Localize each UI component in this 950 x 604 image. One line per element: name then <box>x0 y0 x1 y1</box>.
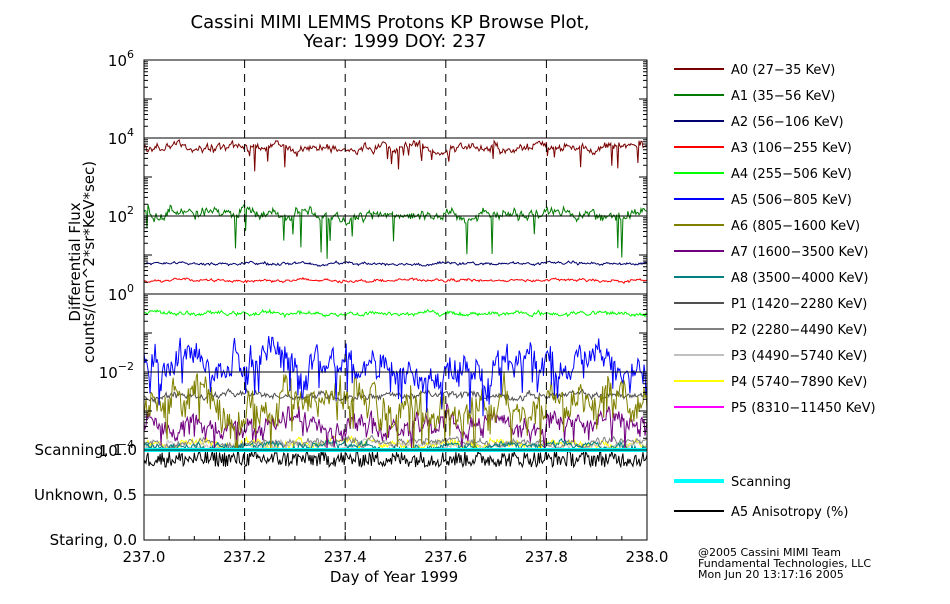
chart-title-line1: Cassini MIMI LEMMS Protons KP Browse Plo… <box>191 12 590 33</box>
upper-panel-frame <box>143 59 648 451</box>
legend-label: A7 (1600−3500 KeV) <box>731 245 868 260</box>
legend-label: A6 (805−1600 KeV) <box>731 219 860 234</box>
series-line-a3 <box>143 276 648 285</box>
lower-panel-label: Staring, 0.0 <box>50 531 137 549</box>
y-tick-label: 106 <box>108 48 134 70</box>
footer-company: Fundamental Technologies, LLC <box>698 557 871 570</box>
trace-layer <box>143 138 648 469</box>
series-line-a1 <box>143 204 648 259</box>
series-line-a6 <box>143 371 648 451</box>
y-tick-label: 102 <box>108 204 134 226</box>
legend-label: A2 (56−106 KeV) <box>731 115 844 130</box>
x-tick-label: 237.4 <box>324 548 367 566</box>
y-tick-label: 10−2 <box>99 360 134 382</box>
y-axis-label-line2: counts/(cm^2*sr*KeV*sec) <box>80 161 98 363</box>
axes-layer: 106 104 102 100 10−2 10−4 237.0 237.2 237.4 237.6… <box>34 48 669 566</box>
legend-label: A1 (35−56 KeV) <box>731 89 835 104</box>
legend-label: A5 Anisotropy (%) <box>731 505 848 520</box>
series-line-a5 <box>143 336 648 417</box>
series-line-a4 <box>143 308 648 319</box>
series-line-p2 <box>143 435 648 452</box>
series-line-a0 <box>143 138 648 172</box>
legend-label: A4 (255−506 KeV) <box>731 167 852 182</box>
series-line-p4 <box>143 435 648 452</box>
x-tick-label: 237.2 <box>223 548 266 566</box>
x-tick-label: 237.8 <box>525 548 568 566</box>
lower-panel-label: Unknown, 0.5 <box>34 486 137 504</box>
y-tick-label: 100 <box>108 282 134 304</box>
legend-label: P4 (5740−7890 KeV) <box>731 375 867 390</box>
legend-label: P1 (1420−2280 KeV) <box>731 297 867 312</box>
series-line-a2 <box>143 260 648 267</box>
x-tick-label: 237.0 <box>123 548 166 566</box>
series-line-p1 <box>143 387 648 405</box>
legend-label: P3 (4490−5740 KeV) <box>731 349 867 364</box>
footer-timestamp: Mon Jun 20 13:17:16 2005 <box>698 568 844 581</box>
legend-label: A0 (27−35 KeV) <box>731 63 835 78</box>
legend-label: A5 (506−805 KeV) <box>731 193 852 208</box>
legend-label: Scanning <box>731 475 791 490</box>
legend-label: A8 (3500−4000 KeV) <box>731 271 868 286</box>
footer-copyright: @2005 Cassini MIMI Team <box>698 546 841 559</box>
legend-label: A3 (106−255 KeV) <box>731 141 852 156</box>
grid-layer <box>144 60 647 540</box>
x-tick-label: 238.0 <box>626 548 669 566</box>
y-tick-label: 10−4 <box>99 438 134 460</box>
anisotropy-line <box>143 449 648 469</box>
chart-title-line2: Year: 1999 DOY: 237 <box>303 31 487 52</box>
legend-label: P5 (8310−11450 KeV) <box>731 401 876 416</box>
legend-label: P2 (2280−4490 KeV) <box>731 323 867 338</box>
y-tick-label: 104 <box>108 126 134 148</box>
x-tick-label: 237.6 <box>424 548 467 566</box>
x-axis-label: Day of Year 1999 <box>330 568 458 586</box>
lower-panel-label: Scanning, 1.0 <box>34 441 137 459</box>
legend: A0 (27−35 KeV) A1 (35−56 KeV) A2 (56−106 K… <box>674 63 876 520</box>
y-axis-label-line1: Differential Flux <box>66 202 84 321</box>
